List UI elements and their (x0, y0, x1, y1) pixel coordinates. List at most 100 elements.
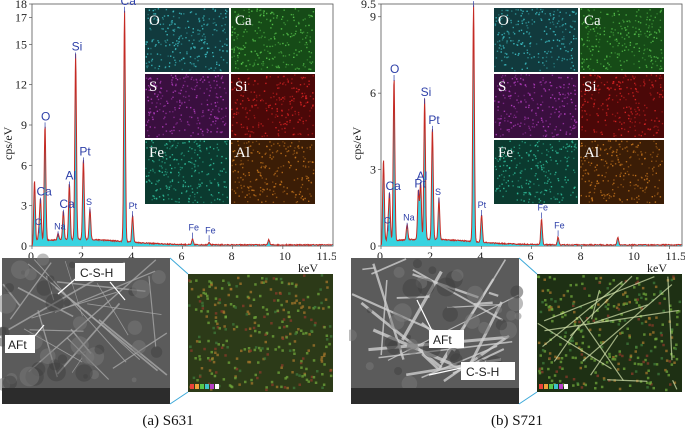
map-speckle (655, 132, 658, 134)
map-speckle (635, 114, 637, 116)
map-speckle (178, 36, 181, 38)
map-speckle (231, 142, 233, 144)
overlay-speckle (644, 297, 648, 301)
map-speckle (258, 171, 260, 173)
map-speckle (224, 141, 226, 143)
map-speckle (619, 98, 621, 101)
map-speckle (543, 88, 545, 90)
map-speckle (220, 13, 222, 15)
map-speckle (238, 195, 240, 197)
map-speckle (658, 120, 660, 122)
map-speckle (587, 173, 590, 175)
overlay-speckle (583, 356, 586, 360)
peak-label: Fe (189, 223, 200, 233)
map-speckle (523, 45, 526, 47)
map-speckle (303, 63, 305, 65)
map-speckle (257, 107, 259, 109)
overlay-speckle (651, 324, 654, 327)
map-speckle (280, 51, 282, 53)
map-speckle (251, 105, 253, 107)
overlay-speckle (653, 362, 656, 366)
map-speckle (494, 24, 497, 27)
map-speckle (598, 92, 600, 94)
overlay-speckle (590, 357, 593, 360)
overlay-speckle (211, 357, 214, 360)
overlay-speckle (565, 375, 568, 379)
map-speckle (156, 180, 158, 182)
map-speckle (282, 34, 285, 36)
map-speckle (520, 101, 522, 104)
map-speckle (293, 87, 295, 89)
map-speckle (279, 183, 281, 186)
overlay-speckle (667, 373, 670, 377)
map-speckle (159, 170, 161, 173)
map-speckle (587, 33, 589, 35)
map-speckle (235, 63, 237, 65)
overlay-speckle (631, 372, 634, 375)
overlay-speckle (229, 287, 233, 291)
map-speckle (569, 58, 571, 60)
map-speckle (507, 56, 510, 58)
map-speckle (517, 186, 519, 188)
map-speckle (558, 116, 560, 118)
overlay-speckle (222, 279, 225, 282)
map-speckle (592, 21, 594, 24)
map-speckle (145, 88, 147, 91)
map-speckle (652, 19, 654, 22)
map-speckle (177, 42, 179, 45)
map-speckle (595, 169, 598, 171)
map-speckle (619, 116, 621, 119)
overlay-speckle (598, 291, 602, 294)
map-speckle (573, 169, 575, 171)
map-speckle (239, 22, 241, 25)
overlay-speckle (322, 307, 325, 310)
map-speckle (232, 116, 235, 118)
map-speckle (627, 93, 630, 95)
map-speckle (233, 28, 235, 30)
overlay-speckle (195, 340, 199, 343)
sem-fiber (9, 262, 52, 320)
map-speckle (564, 113, 566, 115)
map-speckle (201, 47, 203, 49)
map-speckle (654, 31, 656, 33)
peak-label: C (384, 215, 391, 225)
map-speckle (545, 135, 547, 137)
map-speckle (508, 90, 510, 92)
map-speckle (273, 13, 275, 15)
overlay-speckle (303, 373, 307, 377)
map-speckle (605, 148, 607, 150)
overlay-speckle (640, 363, 643, 366)
map-speckle (635, 43, 637, 45)
sem-particle (506, 310, 517, 321)
map-speckle (518, 52, 520, 55)
map-speckle (558, 140, 561, 142)
map-speckle (653, 134, 655, 136)
map-speckle (604, 119, 606, 122)
map-speckle (148, 135, 150, 137)
map-speckle (588, 180, 590, 182)
map-speckle (292, 133, 294, 136)
map-speckle (225, 171, 227, 174)
overlay-speckle (292, 386, 296, 390)
map-speckle (655, 75, 658, 77)
map-speckle (626, 146, 628, 148)
overlay-speckle (572, 302, 575, 305)
map-speckle (583, 68, 585, 70)
overlay-speckle (646, 386, 649, 389)
map-speckle (574, 186, 576, 188)
map-speckle (282, 83, 284, 85)
overlay-speckle (216, 326, 220, 329)
overlay-speckle (289, 332, 292, 336)
overlay-speckle (312, 359, 316, 362)
map-speckle (248, 8, 250, 11)
map-speckle (198, 19, 201, 22)
overlay-speckle (673, 346, 676, 350)
map-speckle (548, 170, 550, 172)
sem-particle (75, 364, 93, 382)
map-speckle (173, 56, 175, 59)
map-speckle (562, 93, 564, 95)
map-speckle (247, 187, 250, 189)
map-speckle (166, 186, 169, 188)
overlay-speckle (539, 310, 543, 314)
